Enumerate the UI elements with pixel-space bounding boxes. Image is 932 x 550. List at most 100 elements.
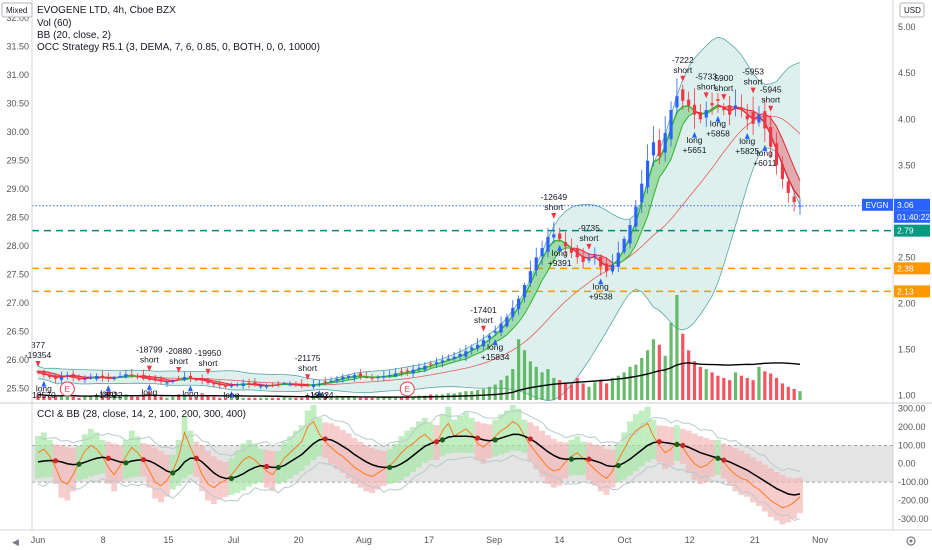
occ-ribbon-segment — [676, 106, 683, 142]
occ-fast-line — [401, 371, 408, 375]
occ-slow-line — [500, 334, 508, 340]
price-tag-value: 2.13 — [897, 286, 914, 296]
candle-body — [253, 382, 257, 386]
candle-body — [36, 371, 40, 373]
candle-body — [323, 381, 327, 383]
cci-zone-band — [357, 441, 364, 488]
cci-zone-band — [509, 405, 516, 451]
occ-ribbon-segment — [477, 343, 484, 354]
occ-slow-line — [225, 382, 232, 385]
left-price-axis[interactable]: 32.00 31.50 31.00 30.50 30.00 29.50 29.00 28.50… — [6, 13, 29, 394]
occ-slow-line — [354, 376, 361, 380]
cci-axis[interactable]: 300.00 200.00 100.00 0.00 -100.00 -200.00 -300… — [898, 404, 929, 524]
occ-slow-line — [172, 379, 179, 381]
cci-pane[interactable] — [32, 405, 893, 525]
occ-slow-line — [424, 368, 431, 372]
candle-body — [423, 365, 427, 370]
occ-slow-line — [160, 377, 168, 381]
candle-body — [112, 377, 116, 380]
volume-bar — [563, 383, 568, 400]
volume-bar — [675, 295, 679, 400]
occ-ribbon-segment — [501, 323, 507, 339]
long-arrow-icon — [715, 115, 721, 122]
cci-zone-band — [644, 406, 651, 462]
cci-zone-band — [240, 443, 247, 491]
occ-slow-line — [741, 107, 748, 111]
volume-bar — [786, 386, 790, 400]
occ-slow-line — [55, 373, 62, 377]
price-tag-value: 2.79 — [897, 226, 914, 236]
occ-slow-line — [588, 253, 595, 256]
cci-zone-band — [421, 417, 428, 463]
symbol-line: EVOGENE LTD, 4h, Cboe BZX — [37, 5, 176, 16]
volume-bar — [229, 396, 234, 400]
cci-zone-band — [87, 428, 94, 477]
volume-bar — [370, 397, 374, 400]
candle-body — [692, 104, 697, 115]
volume-bar — [300, 397, 304, 400]
price-tag-value: 2.38 — [897, 263, 914, 273]
candle-body — [376, 376, 380, 378]
candle-body — [763, 111, 767, 129]
cci-zone-band — [205, 450, 211, 501]
cci-axis-tick: 300.00 — [898, 404, 926, 414]
candle-body — [188, 375, 192, 378]
candle-body — [259, 386, 263, 388]
volume-bar — [710, 372, 714, 400]
annotation-label: short — [744, 77, 764, 87]
candle-body — [106, 377, 110, 379]
scroll-left-icon[interactable]: ◀ — [12, 537, 19, 547]
annotation-label: long — [182, 388, 198, 398]
earnings-label: E — [65, 385, 70, 394]
candle-body — [194, 379, 198, 381]
scale-badge[interactable] — [1, 2, 33, 18]
candle-body — [487, 335, 491, 339]
cci-zone-band — [222, 461, 229, 497]
volume-bar — [423, 395, 427, 400]
left-axis-tick: 30.00 — [6, 127, 29, 137]
right-axis-tick: 3.50 — [898, 160, 916, 170]
candle-body — [270, 385, 275, 387]
occ-fast-line — [653, 158, 660, 163]
candle-body — [77, 377, 81, 380]
occ-ribbon-segment — [688, 105, 695, 117]
candle-body — [599, 256, 603, 267]
gear-icon[interactable] — [906, 536, 916, 546]
left-axis-tick: 29.50 — [6, 156, 29, 166]
cci-zone-band — [64, 447, 71, 501]
occ-slow-line — [541, 270, 549, 281]
volume-bar — [552, 377, 556, 400]
candle-body — [335, 378, 339, 381]
volume-bar — [364, 397, 368, 400]
occ-slow-line — [149, 376, 156, 378]
occ-ribbon-segment — [495, 329, 502, 343]
cci-zone-band — [404, 430, 411, 477]
volume-bar — [235, 396, 239, 400]
annotation-label: -19354 — [25, 350, 52, 360]
occ-slow-line — [430, 366, 437, 370]
volume-bar — [581, 383, 585, 400]
volume-bar — [171, 396, 175, 400]
candle-body — [780, 164, 785, 180]
candle-body — [774, 143, 779, 166]
cci-zone-band — [152, 447, 159, 499]
currency-badge[interactable] — [899, 2, 925, 18]
time-axis[interactable]: Jun 8 15 Jul 20 Aug 17 Sep 14 Oct 12 21 Nov — [31, 535, 829, 545]
occ-ribbon-segment — [524, 283, 531, 314]
occ-slow-line — [477, 350, 484, 354]
occ-slow-line — [629, 244, 637, 255]
cci-zone-band — [773, 472, 780, 521]
candle-body — [153, 378, 157, 381]
volume-bar — [206, 395, 210, 400]
cci-cross-dot — [680, 442, 686, 448]
cci-cross-dot — [439, 437, 446, 443]
candle-body — [440, 360, 445, 363]
cci-zone-band — [58, 445, 65, 498]
price-tag-symbol: EVGN — [866, 201, 889, 210]
volume-bar — [182, 395, 187, 400]
cci-zone-band — [216, 460, 223, 500]
cci-zone-band — [375, 449, 381, 490]
